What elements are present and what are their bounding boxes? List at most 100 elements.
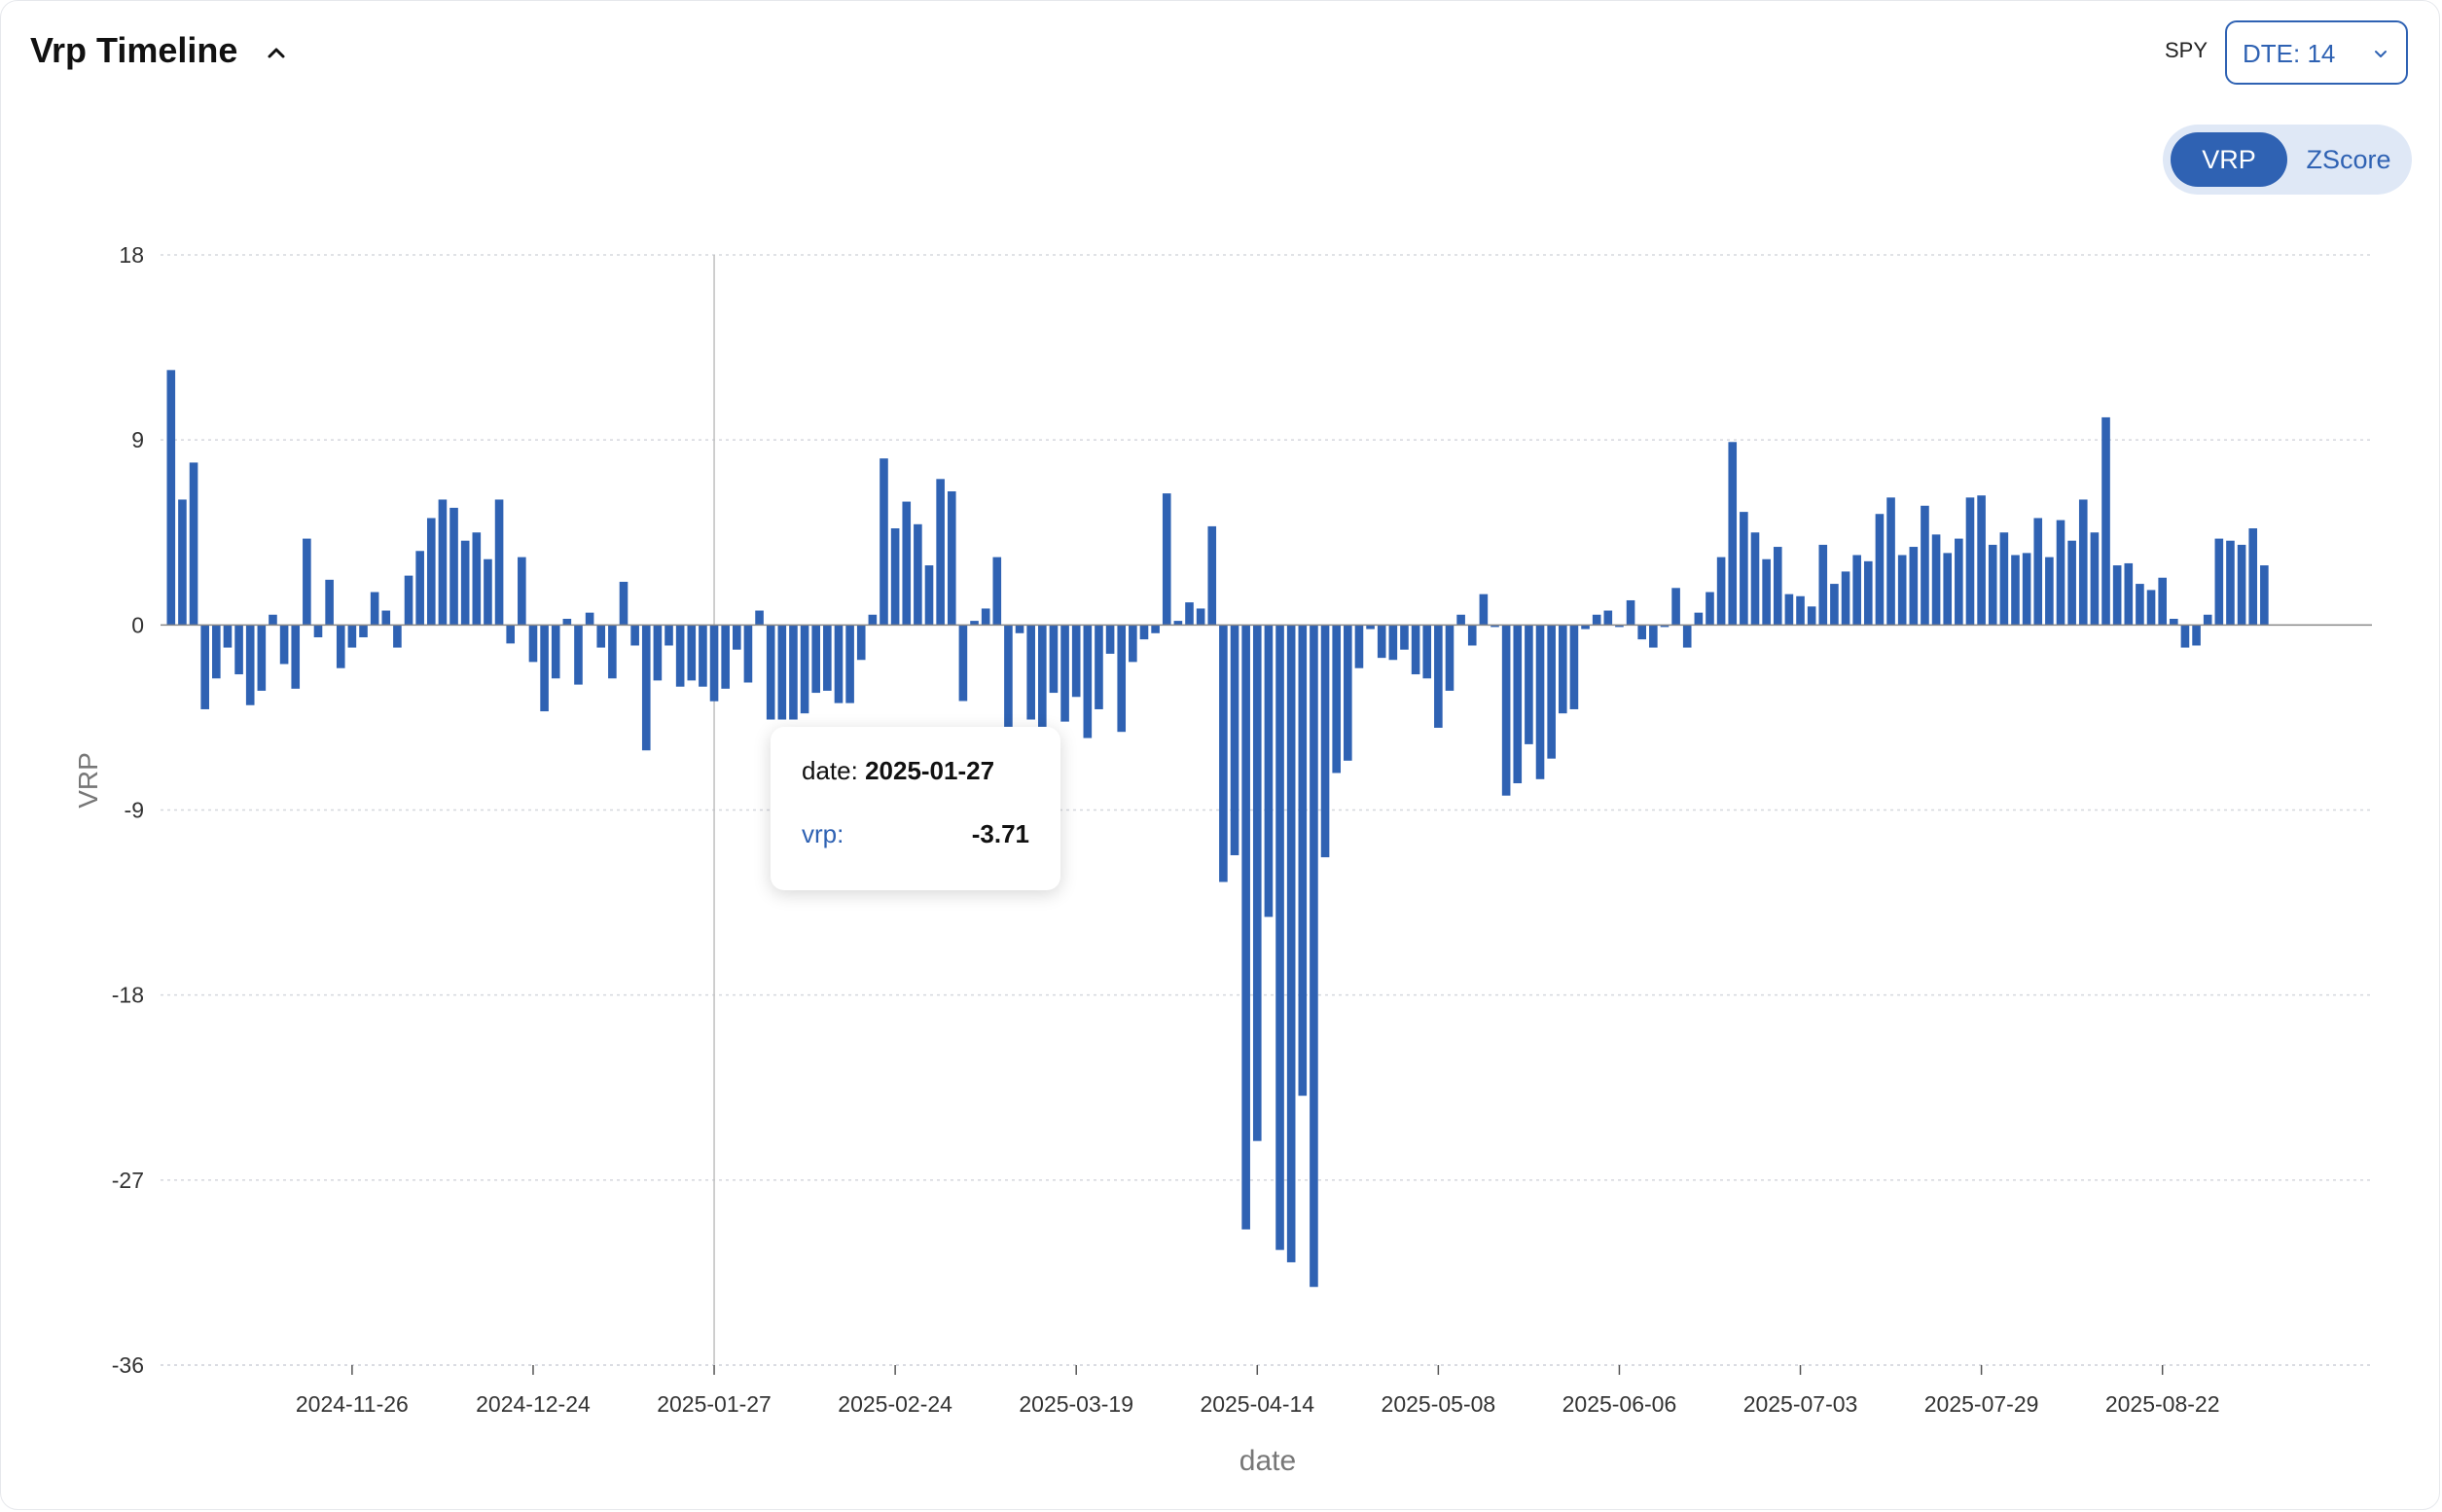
bar[interactable] [1026, 625, 1035, 720]
bar[interactable] [1988, 544, 1997, 626]
bar[interactable] [789, 625, 798, 720]
bar[interactable] [1999, 532, 2009, 626]
bar[interactable] [1060, 625, 1069, 722]
bar[interactable] [1490, 625, 1499, 628]
bar[interactable] [2056, 520, 2065, 626]
bar[interactable] [562, 618, 572, 626]
bar[interactable] [2011, 555, 2020, 626]
toggle-vrp[interactable]: VRP [2171, 132, 2287, 187]
bar[interactable] [2180, 625, 2190, 648]
bar[interactable] [1377, 625, 1386, 659]
bar[interactable] [1513, 625, 1523, 784]
bar[interactable] [1252, 625, 1262, 1141]
bar[interactable] [1185, 602, 1194, 626]
bar[interactable] [234, 625, 243, 675]
bar[interactable] [1310, 625, 1318, 1287]
bar[interactable] [449, 507, 458, 626]
bar[interactable] [1275, 625, 1284, 1250]
bar[interactable] [1411, 625, 1420, 675]
bar[interactable] [1422, 625, 1432, 679]
bar[interactable] [1332, 625, 1341, 774]
bar[interactable] [1049, 625, 1059, 694]
bar[interactable] [1207, 525, 1217, 626]
bar[interactable] [2237, 544, 2246, 626]
bar[interactable] [699, 625, 707, 687]
bar[interactable] [653, 625, 663, 681]
bar[interactable] [1864, 560, 1873, 626]
bar[interactable] [641, 625, 651, 751]
bar[interactable] [664, 625, 673, 646]
bar[interactable] [415, 551, 424, 626]
toggle-zscore[interactable]: ZScore [2306, 145, 2391, 174]
bar[interactable] [1547, 625, 1556, 759]
bar[interactable] [359, 625, 368, 638]
bar[interactable] [494, 499, 504, 626]
bar[interactable] [1875, 514, 1885, 626]
bar[interactable] [914, 523, 922, 626]
bar[interactable] [1535, 625, 1545, 779]
bar[interactable] [823, 625, 832, 691]
bar[interactable] [2112, 565, 2122, 626]
bar[interactable] [2090, 532, 2100, 626]
bar[interactable] [1434, 625, 1443, 728]
bar[interactable] [189, 462, 198, 626]
bar[interactable] [1740, 512, 1748, 626]
bar[interactable] [1682, 625, 1692, 648]
bar[interactable] [1162, 493, 1171, 626]
bar[interactable] [1286, 625, 1296, 1263]
bar[interactable] [1173, 621, 1183, 626]
bar[interactable] [1750, 532, 1760, 626]
bar[interactable] [2033, 518, 2043, 626]
bar[interactable] [1320, 625, 1330, 858]
bar[interactable] [936, 479, 945, 626]
bar[interactable] [1807, 606, 1816, 626]
bar[interactable] [370, 592, 379, 626]
bar[interactable] [1921, 505, 1929, 626]
bar[interactable] [1456, 614, 1465, 626]
bar[interactable] [1117, 625, 1127, 733]
bar[interactable] [2158, 577, 2167, 626]
bar[interactable] [1354, 625, 1364, 668]
bar[interactable] [585, 612, 594, 626]
bar[interactable] [245, 625, 255, 705]
bar[interactable] [777, 625, 787, 720]
bar[interactable] [551, 625, 560, 679]
bar[interactable] [325, 579, 334, 626]
bar[interactable] [1004, 625, 1013, 755]
bar[interactable] [1977, 495, 1986, 626]
bar[interactable] [1773, 547, 1782, 626]
bar[interactable] [347, 625, 357, 648]
bar[interactable] [766, 625, 775, 720]
bar[interactable] [687, 625, 697, 681]
bar[interactable] [1626, 599, 1635, 626]
bar[interactable] [890, 528, 900, 626]
bar[interactable] [2146, 590, 2156, 626]
bar[interactable] [1569, 625, 1579, 709]
bar[interactable] [1400, 625, 1409, 650]
bar[interactable] [2045, 557, 2054, 626]
bar[interactable] [1151, 625, 1160, 633]
bar[interactable] [540, 625, 549, 712]
bar[interactable] [2248, 528, 2258, 626]
bar[interactable] [336, 625, 345, 668]
bar[interactable] [2067, 540, 2076, 626]
bar[interactable] [1649, 625, 1658, 648]
bar[interactable] [1196, 608, 1205, 626]
bar[interactable] [868, 614, 878, 626]
bar[interactable] [291, 625, 301, 689]
bar[interactable] [1095, 625, 1103, 709]
bar[interactable] [1241, 625, 1250, 1230]
bar[interactable] [1525, 625, 1533, 744]
bar[interactable] [1581, 625, 1590, 630]
bar[interactable] [404, 575, 413, 626]
bar[interactable] [970, 621, 979, 626]
bar[interactable] [438, 499, 448, 626]
bar[interactable] [1298, 625, 1308, 1097]
bar[interactable] [381, 610, 391, 626]
bar[interactable] [2124, 562, 2134, 626]
bar[interactable] [1219, 625, 1228, 882]
bar[interactable] [1592, 614, 1601, 626]
bar[interactable] [200, 625, 209, 709]
bar[interactable] [1637, 625, 1646, 640]
bar[interactable] [279, 625, 289, 665]
